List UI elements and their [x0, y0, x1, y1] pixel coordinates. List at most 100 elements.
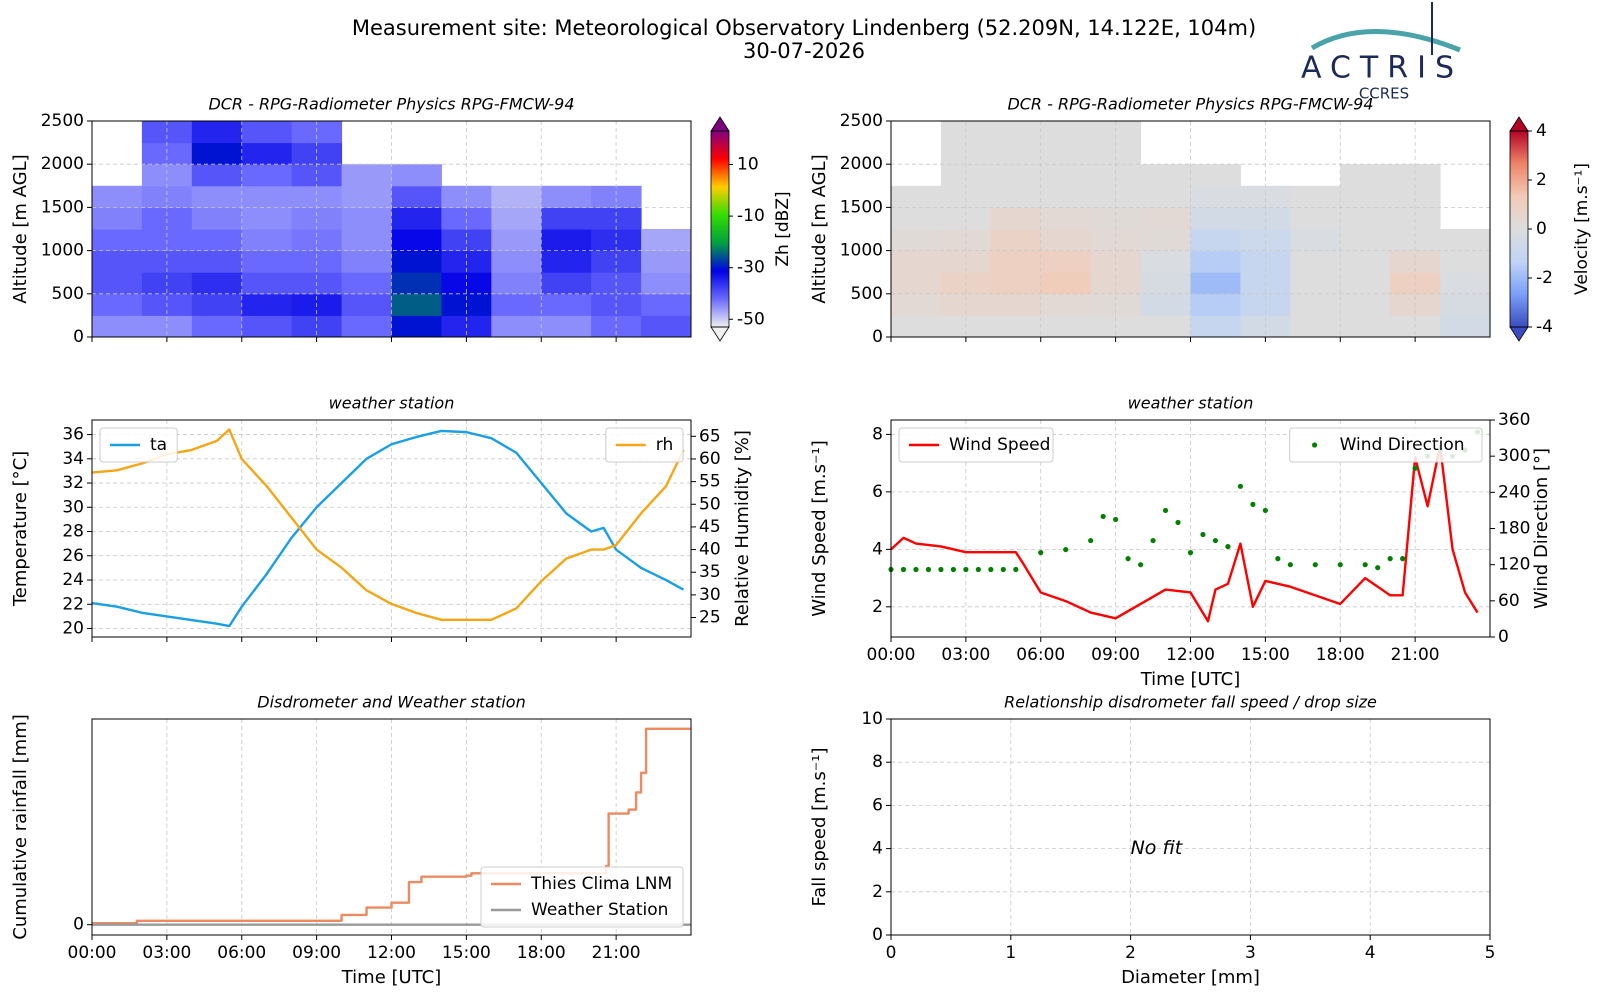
heatmap-cell — [641, 315, 692, 338]
y2-tick-label: 40 — [699, 540, 721, 560]
colorbar-tick-label: 4 — [1536, 121, 1547, 141]
series-line — [91, 428, 685, 621]
legend-label: Wind Direction — [1340, 435, 1465, 455]
colorbar-extend-top — [1509, 116, 1529, 132]
heatmap-cell — [1290, 185, 1341, 208]
y2-tick-label: 35 — [699, 562, 721, 582]
y-tick-label: 8 — [872, 424, 883, 444]
x-tick-label: 3 — [1245, 943, 1256, 963]
colorbar-extend-bottom — [1509, 326, 1529, 342]
x-tick-label: 09:00 — [292, 943, 341, 963]
x-tick-label: 03:00 — [142, 943, 191, 963]
heatmap-cell — [1040, 207, 1092, 230]
logo-arc — [1310, 29, 1461, 53]
legend-box — [1289, 427, 1483, 463]
x-tick-label: 2 — [1125, 943, 1136, 963]
scatter-point — [1312, 562, 1318, 568]
plot-frame — [91, 419, 692, 638]
scatter-point — [1125, 556, 1131, 562]
y2-tick-label: 50 — [699, 494, 721, 514]
scatter-point — [938, 566, 944, 573]
heatmap-cell — [391, 293, 442, 316]
y-tick-label: 2500 — [840, 111, 883, 131]
heatmap-cell — [491, 315, 542, 338]
plot-frame — [91, 718, 692, 936]
y2-tick-label: 30 — [699, 585, 721, 605]
heatmap-cell — [1340, 185, 1391, 208]
scatter-point — [1212, 537, 1219, 544]
scatter-point — [1375, 565, 1381, 571]
heatmap-cell — [191, 293, 243, 316]
panel-title: weather station — [1128, 394, 1254, 413]
heatmap-cell — [441, 207, 492, 230]
heatmap-cell — [940, 185, 992, 208]
heatmap-cell — [1040, 164, 1092, 187]
legend-box — [898, 427, 1054, 463]
heatmap-cell — [1390, 185, 1441, 208]
heatmap-cell — [191, 142, 243, 165]
heatmap-cell — [1090, 164, 1142, 187]
panel-title: Disdrometer and Weather station — [257, 693, 525, 712]
y-tick-label: 32 — [62, 473, 84, 493]
legend-label: Wind Speed — [949, 435, 1050, 455]
heatmap-cell — [1390, 207, 1441, 230]
heatmap-cell — [1040, 142, 1092, 165]
y-tick-label: 36 — [62, 425, 84, 445]
heatmap-cell — [1290, 293, 1341, 316]
x-tick-label: 4 — [1365, 943, 1376, 963]
x-tick-label: 09:00 — [1091, 645, 1140, 665]
heatmap-cell — [891, 207, 942, 230]
heatmap-cell — [191, 164, 243, 187]
heatmap-cell — [1290, 272, 1341, 295]
heatmap-cell — [891, 229, 942, 252]
scatter-point — [1113, 516, 1119, 523]
scatter-point — [1337, 562, 1343, 568]
heatmap-cell — [990, 293, 1042, 316]
heatmap-cell — [141, 164, 193, 187]
y-tick-label: 2500 — [41, 111, 84, 131]
heatmap-cell — [1190, 250, 1241, 273]
panel-title: weather station — [329, 394, 455, 413]
colorbar-tick-label: 10 — [737, 155, 759, 175]
plot-frame — [91, 120, 692, 338]
heatmap-cell — [1090, 185, 1142, 208]
heatmap-cell — [990, 229, 1042, 252]
heatmap-cell — [1340, 164, 1391, 187]
legend-label: rh — [656, 435, 673, 455]
y2-tick-label: 0 — [1498, 627, 1509, 647]
y2-tick-label: 60 — [699, 449, 721, 469]
legend-marker — [1312, 442, 1318, 448]
x-tick-label: 00:00 — [867, 645, 916, 665]
colorbar — [1510, 131, 1528, 327]
heatmap-cell — [391, 315, 442, 338]
heatmap-cell — [291, 207, 343, 230]
heatmap-cell — [1340, 272, 1391, 295]
x-tick-label: 1 — [1005, 943, 1016, 963]
heatmap-cell — [1240, 185, 1291, 208]
heatmap-cell — [391, 272, 442, 295]
y-tick-label: 500 — [851, 284, 883, 304]
heatmap-cell — [341, 229, 392, 252]
heatmap-cell — [1240, 207, 1291, 230]
heatmap-cell — [241, 315, 293, 338]
y-tick-label: 8 — [872, 752, 883, 772]
heatmap-cell — [1140, 293, 1191, 316]
heatmap-cell — [291, 142, 343, 165]
y-tick-label: 2 — [872, 597, 883, 617]
heatmap-cell — [391, 185, 442, 208]
scatter-point — [1013, 566, 1019, 573]
y2-tick-label: 25 — [699, 608, 721, 628]
heatmap-cell — [641, 250, 692, 273]
series-line — [91, 429, 685, 628]
heatmap-cell — [1340, 250, 1391, 273]
heatmap-cell — [990, 272, 1042, 295]
heatmap-cell — [141, 121, 193, 144]
heatmap-cell — [940, 207, 992, 230]
scatter-point — [1287, 562, 1293, 568]
scatter-point — [1250, 501, 1256, 507]
x-tick-label: 03:00 — [941, 645, 990, 665]
heatmap-cell — [1090, 121, 1142, 144]
scatter-point — [1175, 519, 1181, 526]
y-tick-label: 4 — [872, 839, 883, 859]
